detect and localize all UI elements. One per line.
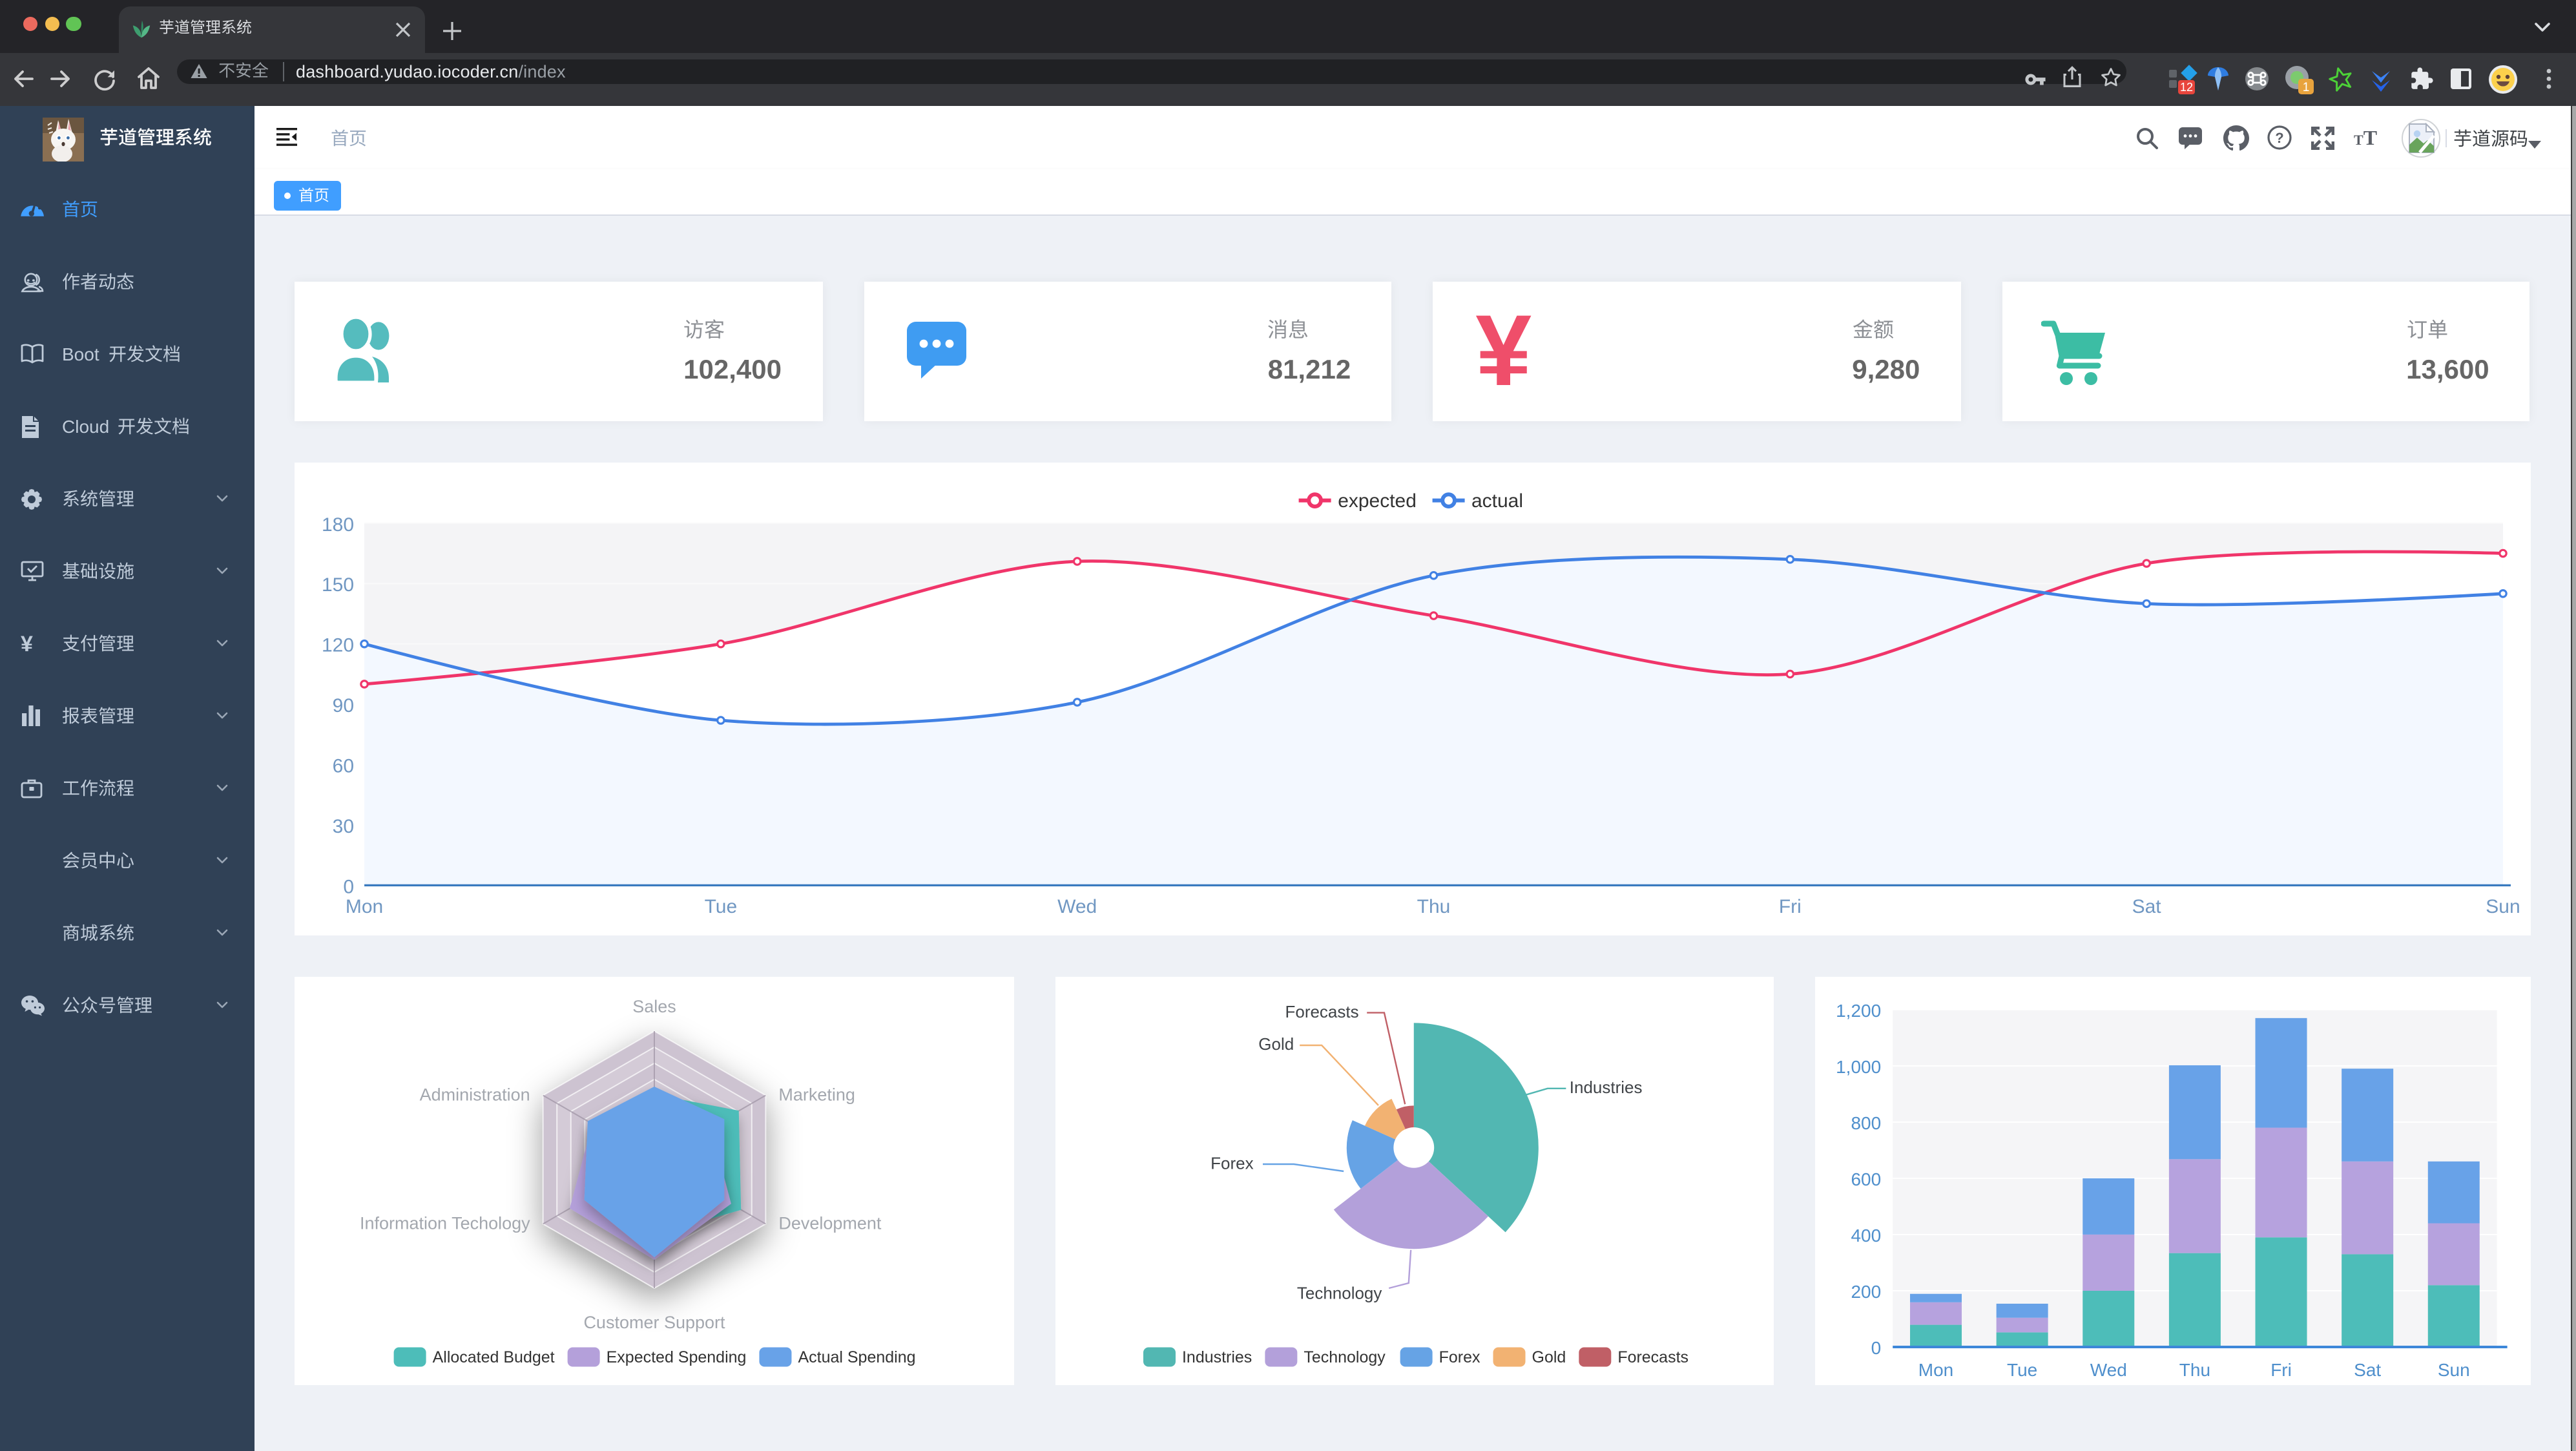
svg-text:180: 180 <box>322 514 354 535</box>
svg-text:Wed: Wed <box>1057 895 1097 917</box>
svg-text:Sales: Sales <box>632 997 676 1016</box>
svg-text:800: 800 <box>1851 1113 1882 1133</box>
svg-text:Sun: Sun <box>2486 895 2520 917</box>
svg-text:Forex: Forex <box>1210 1154 1252 1173</box>
svg-text:expected: expected <box>1338 490 1417 511</box>
svg-text:Forecasts: Forecasts <box>1285 1002 1358 1021</box>
svg-text:Industries: Industries <box>1181 1348 1251 1366</box>
svg-text:1: 1 <box>2303 81 2310 94</box>
svg-text:Administration: Administration <box>420 1085 530 1105</box>
svg-text:600: 600 <box>1851 1169 1882 1189</box>
svg-text:Allocated Budget: Allocated Budget <box>433 1348 555 1366</box>
svg-text:Technology: Technology <box>1296 1283 1381 1302</box>
svg-text:1,000: 1,000 <box>1836 1057 1882 1077</box>
svg-text:Fri: Fri <box>1779 895 1802 917</box>
svg-text:200: 200 <box>1851 1282 1882 1302</box>
svg-text:1,200: 1,200 <box>1836 1001 1882 1021</box>
svg-text:30: 30 <box>333 815 354 837</box>
svg-text:90: 90 <box>333 694 354 716</box>
svg-text:Actual Spending: Actual Spending <box>798 1348 915 1366</box>
svg-text:Thu: Thu <box>1417 895 1451 917</box>
svg-text:0: 0 <box>343 875 354 897</box>
svg-text:Sun: Sun <box>2438 1360 2471 1380</box>
svg-text:Forex: Forex <box>1439 1348 1480 1366</box>
svg-text:Tue: Tue <box>2008 1360 2038 1380</box>
svg-text:400: 400 <box>1851 1226 1882 1246</box>
svg-text:12: 12 <box>2180 81 2193 94</box>
svg-text:Expected Spending: Expected Spending <box>607 1348 747 1366</box>
svg-text:Tue: Tue <box>705 895 738 917</box>
svg-text:Sat: Sat <box>2132 895 2162 917</box>
svg-text:60: 60 <box>333 755 354 777</box>
svg-text:Marketing: Marketing <box>778 1085 855 1105</box>
svg-text:Mon: Mon <box>346 895 383 917</box>
svg-text:Gold: Gold <box>1532 1348 1566 1366</box>
svg-text:150: 150 <box>322 574 354 595</box>
svg-text:Forecasts: Forecasts <box>1617 1348 1688 1366</box>
svg-text:Customer Support: Customer Support <box>583 1313 725 1332</box>
svg-text:?: ? <box>2275 130 2283 146</box>
svg-text:Information Techology: Information Techology <box>360 1214 530 1233</box>
svg-text:Thu: Thu <box>2180 1360 2211 1380</box>
svg-text:0: 0 <box>1871 1338 1882 1358</box>
svg-text:120: 120 <box>322 634 354 656</box>
svg-text:Wed: Wed <box>2091 1360 2128 1380</box>
svg-text:actual: actual <box>1471 490 1523 511</box>
svg-text:Mon: Mon <box>1919 1360 1954 1380</box>
svg-text:Industries: Industries <box>1569 1078 1642 1097</box>
svg-text:Technology: Technology <box>1303 1348 1385 1366</box>
svg-text:Gold: Gold <box>1258 1034 1293 1054</box>
svg-text:Sat: Sat <box>2354 1360 2382 1380</box>
svg-text:Fri: Fri <box>2271 1360 2292 1380</box>
svg-text:Development: Development <box>778 1214 882 1233</box>
